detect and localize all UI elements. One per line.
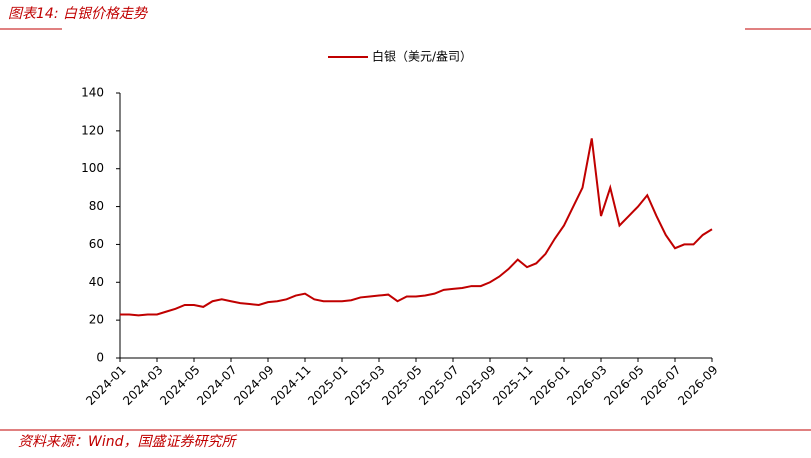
y-tick-label: 60: [89, 237, 104, 251]
x-tick-label: 2026-05: [601, 363, 646, 408]
legend-label: 白银（美元/盎司）: [372, 49, 472, 64]
x-tick-label: 2024-11: [268, 363, 313, 408]
x-tick-label: 2024-01: [83, 363, 128, 408]
x-tick-label: 2025-03: [342, 363, 387, 408]
y-tick-label: 100: [81, 161, 104, 175]
x-tick-label: 2026-01: [527, 363, 572, 408]
x-tick-label: 2025-05: [379, 363, 424, 408]
x-tick-label: 2024-03: [120, 363, 165, 408]
x-tick-label: 2025-07: [416, 363, 461, 408]
x-tick-label: 2024-09: [231, 363, 276, 408]
x-tick-label: 2026-03: [564, 363, 609, 408]
x-tick-label: 2024-05: [157, 363, 202, 408]
source-note: 资料来源：Wind，国盛证券研究所: [18, 434, 237, 450]
y-tick-label: 40: [89, 275, 104, 289]
x-tick-label: 2025-01: [305, 363, 350, 408]
y-tick-label: 80: [89, 199, 104, 213]
y-tick-label: 20: [89, 313, 104, 327]
y-tick-label: 120: [81, 123, 104, 137]
x-tick-label: 2026-07: [638, 363, 683, 408]
y-tick-label: 0: [96, 351, 104, 365]
x-tick-label: 2024-07: [194, 363, 239, 408]
y-tick-label: 140: [81, 86, 104, 100]
line-series: [120, 138, 713, 317]
x-tick-label: 2025-09: [453, 363, 498, 408]
x-tick-label: 2026-09: [675, 363, 720, 408]
chart-title: 图表14: 白银价格走势: [8, 6, 149, 22]
x-tick-label: 2025-11: [490, 363, 535, 408]
